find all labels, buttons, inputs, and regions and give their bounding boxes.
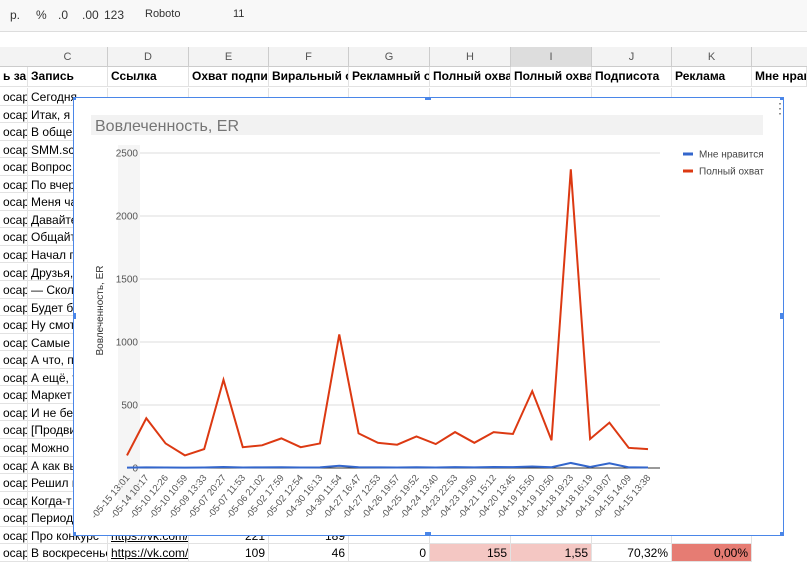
column-letter: F (269, 47, 349, 67)
cell: осаре (0, 351, 28, 369)
legend-label: Полный охват (699, 167, 764, 178)
toolbar-button[interactable]: 11 (233, 8, 245, 20)
y-tick-label: 0 (132, 464, 138, 475)
resize-handle (73, 97, 76, 100)
cell: 155 (430, 544, 511, 562)
toolbar-button[interactable]: р. (10, 8, 21, 22)
cell: В воскресенье (28, 544, 108, 562)
column-letter: G (349, 47, 430, 67)
cell: осаре (0, 421, 28, 439)
y-axis-label: Вовлеченность, ER (95, 266, 106, 356)
axis-band (118, 145, 140, 500)
column-letter: J (592, 47, 672, 67)
header-cell: Рекламный ох (349, 67, 430, 87)
header-cell: ь зап (0, 67, 28, 87)
cell: осаре (0, 544, 28, 562)
cell: осаре (0, 526, 28, 545)
chart: Вовлеченность, ER ⋮ Вовлеченность, ER 0 500 1… (73, 97, 784, 536)
cell: Сегодня (28, 88, 108, 106)
resize-handle (73, 313, 76, 319)
header-cell: Полный охват (511, 67, 592, 87)
header-cell: Подписота (592, 67, 672, 87)
resize-handle (780, 313, 784, 319)
header-cell: Полный охват (430, 67, 511, 87)
chart-menu: ⋮ (773, 100, 784, 116)
cell: осаре (0, 316, 28, 334)
header-cell: Охват подписч (189, 67, 269, 87)
cell: осаре (0, 140, 28, 159)
title-band (91, 115, 763, 135)
column-letter: H (430, 47, 511, 67)
toolbar-button[interactable]: Roboto (145, 8, 181, 20)
cell: осаре (0, 368, 28, 387)
cell: осаре (0, 386, 28, 404)
y-tick-label: 2000 (116, 212, 139, 223)
cell: осаре (0, 263, 28, 282)
cell: https://vk.com/ (108, 544, 189, 562)
series-line (126, 169, 649, 457)
column-letter: E (189, 47, 269, 67)
toolbar-button[interactable]: .0 (58, 8, 69, 22)
cell: 1,55 (511, 544, 592, 562)
cell: осаре (0, 509, 28, 527)
toolbar-button[interactable]: % (36, 8, 47, 22)
cell: осаре (0, 105, 28, 124)
y-tick-label: 1500 (116, 275, 139, 286)
cell: осаре (0, 333, 28, 352)
chart-title: Вовлеченность, ER (95, 118, 239, 135)
cell: 109 (189, 544, 269, 562)
cell: осаре (0, 456, 28, 475)
cell: осаре (0, 491, 28, 510)
column-letter: C (28, 47, 108, 67)
cell: осаре (0, 228, 28, 246)
cell: 70,32% (592, 544, 672, 562)
cell: осаре (0, 88, 28, 106)
y-tick-label: 500 (121, 401, 138, 412)
toolbar-button[interactable]: .00 (82, 8, 99, 22)
cell: осаре (0, 245, 28, 264)
legend-label: Мне нравится (699, 150, 764, 161)
resize-handle (425, 97, 431, 100)
cell: осаре (0, 175, 28, 194)
y-tick-label: 2500 (116, 149, 139, 160)
cell: осаре (0, 474, 28, 492)
column-header-bar (0, 47, 807, 67)
resize-handle (73, 532, 76, 536)
cell: 0,00% (672, 544, 752, 562)
header-cell: Ссылка (108, 67, 189, 87)
column-letter: D (108, 47, 189, 67)
cell: осаре (0, 123, 28, 141)
cell: осаре (0, 403, 28, 422)
toolbar: р.% .0 .00 123 Roboto 11 (0, 0, 807, 32)
cell: осаре (0, 298, 28, 317)
series-line (126, 461, 649, 469)
cell: 46 (269, 544, 349, 562)
toolbar-button[interactable]: 123 (104, 8, 125, 22)
cell: осаре (0, 439, 28, 457)
cell: осаре (0, 158, 28, 176)
chart-frame (73, 97, 784, 536)
column-letter: I (511, 47, 592, 67)
header-cell: Запись (28, 67, 108, 87)
header-cell: Мне нрав (752, 67, 807, 87)
cell: осаре (0, 210, 28, 229)
cell: осаре (0, 281, 28, 299)
resize-handle (780, 97, 784, 100)
y-tick-label: 1000 (116, 338, 139, 349)
resize-handle (780, 532, 784, 536)
cell: осаре (0, 193, 28, 211)
cell: 0 (349, 544, 430, 562)
header-cell: Реклама (672, 67, 752, 87)
column-letter: K (672, 47, 752, 67)
header-cell: Виральный ох (269, 67, 349, 87)
resize-handle (425, 532, 431, 536)
